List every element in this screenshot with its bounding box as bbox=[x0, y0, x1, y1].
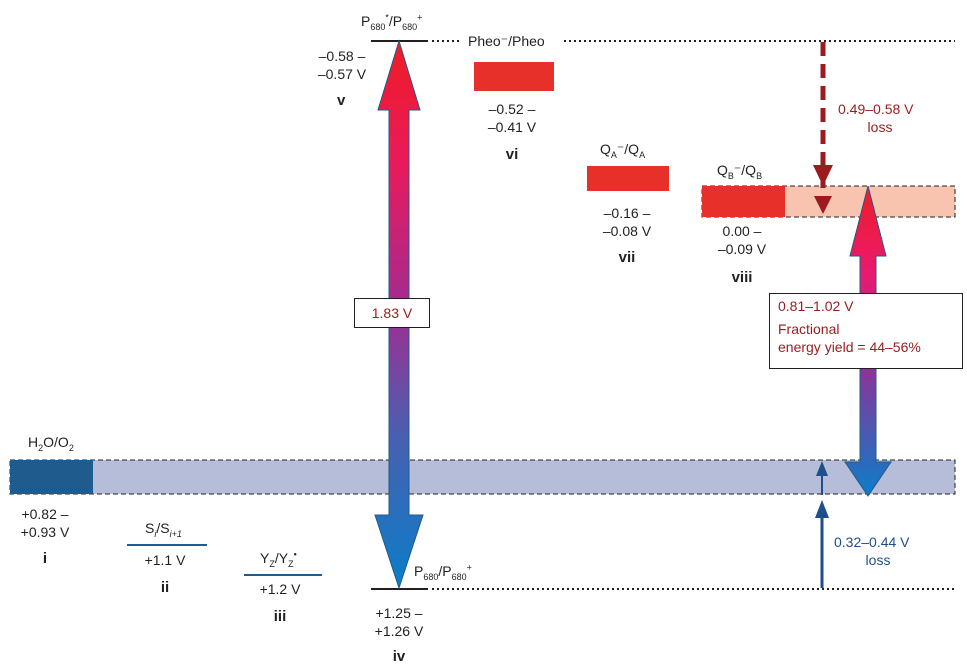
p680-ground-label: P680/P680+ bbox=[414, 562, 472, 582]
roman-ii: ii bbox=[160, 579, 170, 596]
yield-range: 0.81–1.02 V bbox=[778, 298, 854, 314]
p680-excited-value-1: –0.58 – bbox=[318, 48, 366, 64]
water-band bbox=[9, 459, 956, 495]
roman-i: i bbox=[42, 550, 48, 567]
pheo-value-2: –0.41 V bbox=[487, 119, 537, 135]
p680-ground-value-2: +1.26 V bbox=[374, 623, 424, 639]
water-bar bbox=[10, 460, 93, 494]
pheo-label: Pheo⁻/Pheo bbox=[468, 33, 545, 49]
band-loss-arrowhead bbox=[816, 461, 828, 476]
roman-viii: viii bbox=[731, 269, 753, 286]
water-label: H2O/O2 bbox=[28, 434, 74, 453]
qb-bar bbox=[702, 186, 785, 217]
qa-value-2: –0.08 V bbox=[602, 223, 652, 239]
yield-box: 0.81–1.02 V Fractional energy yield = 44… bbox=[769, 293, 963, 369]
qa-value-1: –0.16 – bbox=[603, 205, 651, 221]
roman-vi: vi bbox=[505, 146, 519, 163]
p680-ground-value-1: +1.25 – bbox=[375, 605, 423, 621]
qa-label: QA⁻/QA bbox=[600, 141, 646, 160]
yz-value: +1.2 V bbox=[259, 581, 301, 597]
top-loss-value: 0.49–0.58 V bbox=[838, 101, 914, 117]
qb-value-1: 0.00 – bbox=[722, 223, 762, 239]
water-value-1: +0.82 – bbox=[21, 506, 69, 522]
yield-line-2: energy yield = 44–56% bbox=[778, 339, 921, 355]
s-states-label: Si/Si+1 bbox=[145, 520, 182, 539]
water-value-2: +0.93 V bbox=[20, 524, 70, 540]
roman-iii: iii bbox=[273, 608, 287, 625]
qb-label: QB⁻/QB bbox=[717, 162, 763, 181]
pheo-value-1: –0.52 – bbox=[488, 101, 536, 117]
qa-bar bbox=[587, 166, 669, 191]
s-states-value: +1.1 V bbox=[144, 552, 186, 568]
bottom-loss-word: loss bbox=[865, 552, 891, 568]
roman-iv: iv bbox=[392, 648, 406, 665]
pheo-bar bbox=[474, 62, 554, 91]
p680-excited-label: P680*/P680+ bbox=[361, 12, 423, 32]
top-loss-arrowhead-2 bbox=[814, 196, 832, 214]
qb-value-2: –0.09 V bbox=[717, 241, 767, 257]
excitation-gap-box: 1.83 V bbox=[354, 298, 430, 328]
top-loss-word: loss bbox=[867, 119, 893, 135]
top-loss-arrowhead-1 bbox=[813, 165, 833, 186]
roman-vii: vii bbox=[618, 249, 636, 266]
roman-v: v bbox=[337, 92, 346, 109]
bottom-loss-arrowhead bbox=[815, 500, 829, 518]
bottom-loss-value: 0.32–0.44 V bbox=[834, 534, 910, 550]
p680-excited-value-2: –0.57 V bbox=[317, 66, 367, 82]
yz-label: YZ/YZ• bbox=[260, 549, 297, 569]
yield-line-1: Fractional bbox=[778, 321, 840, 337]
